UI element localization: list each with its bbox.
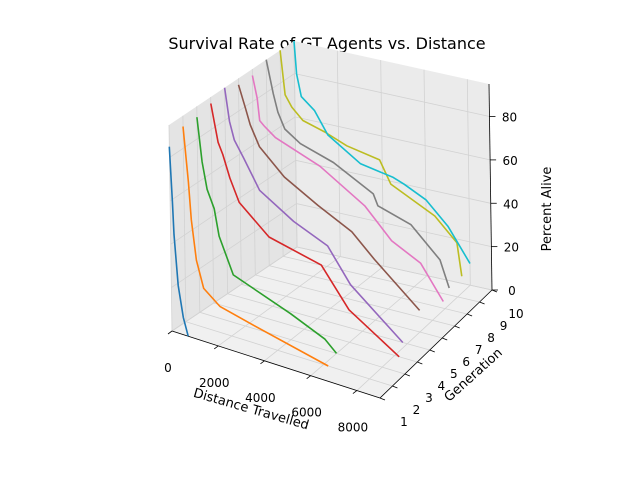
y-tick-mark <box>392 385 398 389</box>
x-tick-mark <box>167 330 173 335</box>
z-axis-line <box>488 83 493 291</box>
series-line-gen-4 <box>210 103 400 358</box>
z-gridline <box>169 73 490 158</box>
z-tick-label: 20 <box>504 241 519 255</box>
axis-lines <box>171 83 493 399</box>
y-tick-label: 7 <box>475 343 483 357</box>
x-tick-label: 4000 <box>245 391 276 405</box>
series-group <box>168 40 471 367</box>
z-tick-label: 80 <box>502 111 517 125</box>
y-tick-label: 3 <box>425 391 433 405</box>
y-tick-mark <box>379 397 386 401</box>
series-line-gen-5 <box>223 87 404 344</box>
y-tick-mark <box>442 337 448 341</box>
z-gridline <box>171 203 492 288</box>
series-line-gen-9 <box>279 50 463 277</box>
series-line-gen-8 <box>265 59 450 289</box>
series-line-gen-3 <box>196 117 338 354</box>
series-line-gen-2 <box>182 126 329 367</box>
x-tick-mark <box>306 375 311 379</box>
z-tick-label: 40 <box>503 197 518 211</box>
y-tick-label: 5 <box>450 367 458 381</box>
y-tick-label: 10 <box>508 307 523 321</box>
series-line-gen-1 <box>168 146 189 337</box>
y-tick-mark <box>404 373 411 377</box>
z-gridline <box>169 116 491 202</box>
series-line-gen-6 <box>237 84 421 311</box>
z-tick-label: 60 <box>502 154 517 168</box>
grid-lines <box>168 40 493 399</box>
x-tick-mark <box>213 345 219 350</box>
z-tick-label: 0 <box>508 284 516 298</box>
z-gridline <box>171 246 493 332</box>
y-tick-label: 1 <box>400 415 408 429</box>
y-tick-mark <box>479 301 485 305</box>
x-tick-label: 8000 <box>338 421 369 435</box>
x-axis-line <box>171 330 381 399</box>
y-tick-mark <box>466 313 473 317</box>
y-tick-label: 2 <box>413 403 421 417</box>
y-tick-label: 9 <box>500 319 508 333</box>
y-tick-label: 4 <box>438 379 446 393</box>
x-tick-label: 2000 <box>199 376 230 390</box>
y-tick-label: 8 <box>487 331 495 345</box>
chart-title: Survival Rate of GT Agents vs. Distance <box>168 34 485 53</box>
x-tick-label: 0 <box>164 361 172 375</box>
y-tick-label: 6 <box>462 355 470 369</box>
z-axis-label: Percent Alive <box>540 167 555 252</box>
x-tick-label: 6000 <box>291 406 322 420</box>
y-tick-mark <box>454 325 460 329</box>
x-tick-mark <box>352 390 358 394</box>
y-tick-mark <box>417 361 423 365</box>
axis-panes <box>169 41 492 398</box>
series-line-gen-10 <box>293 40 471 264</box>
y-axis-line <box>379 289 493 399</box>
y-tick-mark <box>429 349 435 353</box>
z-gridline <box>170 159 491 245</box>
x-tick-mark <box>260 360 265 365</box>
series-line-gen-7 <box>251 75 444 302</box>
back-pane <box>294 41 492 290</box>
